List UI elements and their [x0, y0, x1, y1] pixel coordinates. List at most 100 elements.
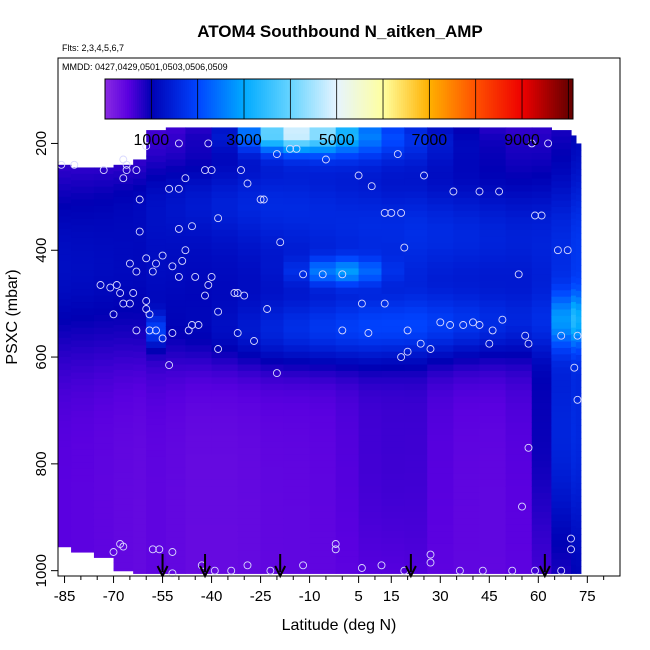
heatmap-cell [237, 358, 262, 366]
heatmap-cell [283, 133, 311, 141]
colorbar-segment [221, 79, 224, 119]
heatmap-cell [211, 435, 239, 443]
heatmap-cell [335, 345, 360, 353]
heatmap-cell [93, 212, 115, 220]
heatmap-cell [71, 218, 95, 226]
heatmap-cell [404, 249, 428, 257]
y-axis-label: PSXC (mbar) [4, 269, 21, 364]
heatmap-cell [146, 527, 167, 535]
heatmap-cell [185, 204, 213, 212]
colorbar-segment [563, 79, 566, 119]
heatmap-cell [427, 422, 454, 430]
heatmap-cell [505, 159, 533, 167]
heatmap-cell [358, 172, 383, 180]
sample-point [573, 395, 582, 404]
heatmap-cell [531, 236, 552, 244]
heatmap-cell [237, 229, 262, 237]
sample-point [380, 299, 389, 308]
colorbar-segment [365, 79, 368, 119]
heatmap-cell [211, 274, 239, 282]
heatmap-cell [113, 427, 134, 435]
heatmap-cell [237, 351, 262, 359]
heatmap-cell [404, 569, 428, 574]
heatmap-cell [260, 306, 285, 314]
heatmap-cell [453, 537, 481, 545]
heatmap-cell [185, 281, 213, 289]
heatmap-cell [505, 172, 533, 180]
heatmap-cell [453, 518, 481, 526]
colorbar-segment [139, 79, 142, 119]
heatmap-cell [283, 569, 311, 574]
heatmap-cell [283, 185, 311, 193]
heatmap-cell [58, 459, 72, 467]
heatmap-cell [237, 454, 262, 462]
heatmap-cell [381, 473, 405, 481]
heatmap-cell [551, 136, 572, 144]
colorbar-segment [415, 79, 418, 119]
heatmap-cell [551, 322, 572, 330]
heatmap-cell [335, 338, 360, 346]
colorbar-segment [241, 79, 244, 119]
heatmap-cell [335, 146, 360, 154]
colorbar-segment [373, 79, 376, 119]
heatmap-cell [165, 249, 187, 257]
heatmap-cell [531, 505, 552, 513]
heatmap-cell [185, 210, 213, 218]
heatmap-cell [551, 226, 572, 234]
heatmap-cell [335, 255, 360, 263]
heatmap-cell [71, 404, 95, 412]
heatmap-cell [113, 280, 134, 288]
heatmap-cell [133, 217, 147, 225]
heatmap-cell [404, 402, 428, 410]
heatmap-cell [335, 210, 360, 218]
heatmap-cell [211, 127, 239, 135]
heatmap-cell [165, 505, 187, 513]
heatmap-cell [113, 555, 134, 563]
heatmap-cell [113, 248, 134, 256]
heatmap-cell [453, 319, 481, 327]
sample-point [148, 545, 157, 554]
sample-point [148, 267, 157, 276]
heatmap-cell [505, 281, 533, 289]
heatmap-cell [358, 338, 383, 346]
heatmap-cell [531, 422, 552, 430]
colorbar-segment [513, 79, 516, 119]
heatmap-cell [185, 505, 213, 513]
heatmap-cell [93, 193, 115, 201]
heatmap-cell [358, 133, 383, 141]
heatmap-cell [113, 389, 134, 397]
colorbar-segment [149, 79, 152, 119]
heatmap-cell [335, 473, 360, 481]
heatmap-cell [165, 255, 187, 263]
heatmap-cell [58, 491, 72, 499]
heatmap-cell [335, 543, 360, 551]
heatmap-cell [427, 467, 454, 475]
heatmap-cell [551, 565, 572, 573]
heatmap-cell [453, 223, 481, 231]
heatmap-cell [237, 338, 262, 346]
heatmap-cell [453, 185, 481, 193]
heatmap-cell [453, 499, 481, 507]
heatmap-cell [211, 165, 239, 173]
heatmap-cell [146, 553, 167, 561]
heatmap-cell [260, 319, 285, 327]
heatmap-cell [260, 511, 285, 519]
heatmap-cell [260, 178, 285, 186]
colorbar-segment [509, 79, 512, 119]
heatmap-cell [185, 569, 213, 574]
x-tick-label: -55 [152, 588, 174, 605]
sample-point [524, 443, 533, 452]
heatmap-cell [237, 396, 262, 404]
heatmap-cell [531, 172, 552, 180]
heatmap-cell [575, 271, 582, 279]
heatmap-cell [570, 302, 577, 310]
heatmap-cell [531, 127, 552, 135]
heatmap-cell [570, 366, 577, 374]
heatmap-cell [113, 305, 134, 313]
sample-point [174, 272, 183, 281]
colorbar-segment [177, 79, 180, 119]
heatmap-cell [505, 345, 533, 353]
heatmap-cell [505, 422, 533, 430]
heatmap-cell [283, 390, 311, 398]
heatmap-cell [185, 294, 213, 302]
